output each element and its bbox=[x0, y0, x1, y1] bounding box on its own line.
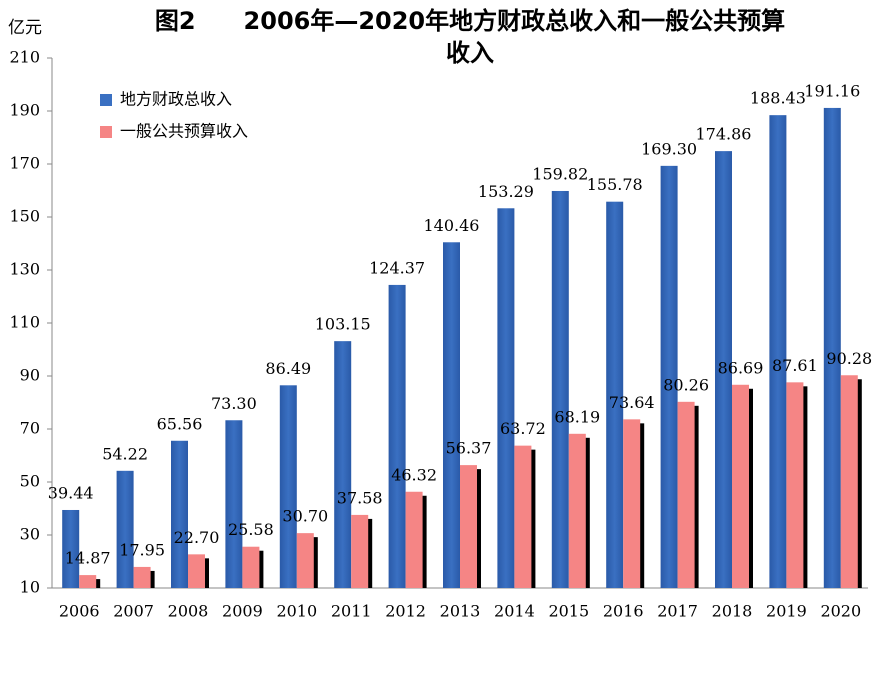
bar bbox=[514, 445, 532, 588]
y-tick-label: 210 bbox=[9, 48, 40, 67]
bar bbox=[405, 491, 423, 588]
y-axis-label: 亿元 bbox=[8, 18, 42, 38]
value-label: 155.78 bbox=[587, 175, 643, 194]
value-label: 37.58 bbox=[337, 488, 383, 507]
bar bbox=[840, 375, 858, 588]
x-tick-label: 2013 bbox=[440, 602, 481, 621]
value-label: 80.26 bbox=[663, 375, 709, 394]
x-tick-label: 2015 bbox=[548, 602, 589, 621]
y-tick-label: 10 bbox=[20, 578, 40, 597]
x-tick-label: 2020 bbox=[820, 602, 861, 621]
value-label: 86.69 bbox=[718, 358, 764, 377]
bar bbox=[769, 115, 787, 589]
x-tick-label: 2009 bbox=[222, 602, 263, 621]
bar bbox=[715, 151, 732, 588]
bar bbox=[623, 419, 641, 588]
value-label: 68.19 bbox=[554, 407, 600, 426]
bar bbox=[188, 554, 205, 588]
bar bbox=[334, 341, 352, 588]
value-label: 159.82 bbox=[532, 164, 588, 183]
value-label: 14.87 bbox=[65, 549, 111, 568]
legend-swatch bbox=[100, 94, 112, 106]
value-label: 39.44 bbox=[48, 483, 94, 502]
bar bbox=[732, 384, 749, 588]
value-label: 54.22 bbox=[102, 444, 148, 463]
bar bbox=[497, 208, 515, 588]
value-label: 174.86 bbox=[696, 125, 752, 144]
value-label: 191.16 bbox=[804, 81, 860, 100]
bar bbox=[242, 546, 260, 588]
bar bbox=[606, 201, 624, 589]
value-label: 63.72 bbox=[500, 419, 546, 438]
bar bbox=[551, 190, 569, 589]
bar bbox=[133, 566, 151, 588]
value-label: 188.43 bbox=[750, 89, 806, 108]
bar bbox=[460, 465, 477, 588]
x-tick-label: 2017 bbox=[657, 602, 698, 621]
value-label: 22.70 bbox=[174, 528, 220, 547]
bar bbox=[568, 433, 586, 588]
legend-swatch bbox=[100, 126, 112, 138]
value-label: 73.30 bbox=[211, 394, 257, 413]
bar bbox=[351, 514, 369, 588]
value-label: 46.32 bbox=[391, 465, 437, 484]
chart-title: 收入 bbox=[446, 39, 494, 67]
bar bbox=[296, 533, 314, 588]
x-tick-label: 2012 bbox=[385, 602, 426, 621]
y-tick-label: 190 bbox=[9, 101, 40, 120]
legend-label: 地方财政总收入 bbox=[120, 90, 232, 109]
y-tick-label: 170 bbox=[9, 154, 40, 173]
value-label: 30.70 bbox=[282, 507, 328, 526]
bar bbox=[660, 165, 678, 589]
value-label: 17.95 bbox=[119, 540, 165, 559]
x-tick-label: 2018 bbox=[712, 602, 753, 621]
value-label: 65.56 bbox=[157, 414, 203, 433]
bar bbox=[225, 420, 243, 588]
y-tick-label: 50 bbox=[20, 472, 40, 491]
x-tick-label: 2008 bbox=[168, 602, 209, 621]
x-tick-label: 2006 bbox=[59, 602, 100, 621]
x-tick-label: 2010 bbox=[276, 602, 317, 621]
value-label: 87.61 bbox=[772, 356, 818, 375]
legend-label: 一般公共预算收入 bbox=[120, 122, 248, 141]
bar bbox=[823, 107, 841, 589]
x-tick-label: 2019 bbox=[766, 602, 807, 621]
bar bbox=[62, 509, 80, 588]
bar bbox=[279, 385, 297, 588]
x-tick-label: 2016 bbox=[603, 602, 644, 621]
bar bbox=[677, 401, 695, 588]
y-tick-label: 30 bbox=[20, 525, 40, 544]
bar bbox=[786, 382, 804, 588]
bar bbox=[171, 440, 188, 588]
value-label: 86.49 bbox=[265, 359, 311, 378]
value-label: 73.64 bbox=[609, 393, 655, 412]
bar bbox=[443, 242, 460, 588]
value-label: 153.29 bbox=[478, 182, 534, 201]
value-label: 169.30 bbox=[641, 139, 697, 158]
bar bbox=[388, 284, 406, 588]
x-tick-label: 2014 bbox=[494, 602, 535, 621]
value-label: 140.46 bbox=[424, 216, 480, 235]
x-tick-label: 2007 bbox=[113, 602, 154, 621]
chart-title: 图2 2006年—2020年地方财政总收入和一般公共预算 bbox=[155, 7, 785, 35]
value-label: 25.58 bbox=[228, 520, 274, 539]
bar bbox=[79, 575, 97, 588]
value-label: 90.28 bbox=[826, 349, 872, 368]
y-tick-label: 150 bbox=[9, 207, 40, 226]
value-label: 56.37 bbox=[446, 439, 492, 458]
value-label: 103.15 bbox=[315, 315, 371, 334]
y-tick-label: 70 bbox=[20, 419, 40, 438]
value-label: 124.37 bbox=[369, 258, 425, 277]
y-tick-label: 110 bbox=[9, 313, 40, 332]
bar bbox=[116, 470, 134, 588]
y-tick-label: 90 bbox=[20, 366, 40, 385]
y-tick-label: 130 bbox=[9, 260, 40, 279]
x-tick-label: 2011 bbox=[331, 602, 372, 621]
